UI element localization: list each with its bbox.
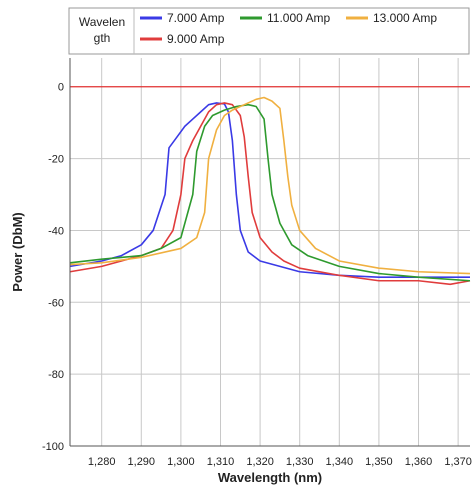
x-tick-label: 1,320: [246, 456, 274, 468]
legend-title-line-2: gth: [94, 31, 111, 45]
plot-background: [70, 58, 470, 446]
grid-lines: [70, 58, 470, 447]
y-tick-labels: 0 -20 -40 -60 -80 -100: [42, 82, 64, 453]
x-tick-label: 1,280: [88, 456, 116, 468]
legend-label: 11.000 Amp: [267, 11, 330, 25]
legend-label: 9.000 Amp: [167, 32, 225, 46]
series-lines: [69, 96, 471, 286]
y-axis-title: Power (DbM): [10, 212, 25, 291]
legend-title-line-1: Wavelen: [79, 15, 125, 29]
legend-label: 7.000 Amp: [167, 11, 225, 25]
y-tick-label: -40: [48, 225, 64, 237]
y-tick-label: -80: [48, 369, 64, 381]
y-tick-label: -100: [42, 441, 64, 453]
series-line-11-000-amp: [69, 103, 471, 282]
legend: Wavelen gth 7.000 Amp 11.000 Amp 13.000 Am…: [68, 7, 470, 55]
x-tick-labels: 1,280 1,290 1,300 1,310 1,320 1,330 1,340 1,350…: [88, 456, 472, 468]
series-line-13-000-amp: [69, 96, 471, 275]
x-tick-label: 1,330: [286, 456, 314, 468]
x-tick-label: 1,360: [405, 456, 433, 468]
x-tick-label: 1,340: [326, 456, 354, 468]
x-axis-title: Wavelength (nm): [218, 470, 322, 485]
x-tick-label: 1,370: [444, 456, 472, 468]
series-line-9-000-amp: [69, 102, 471, 286]
y-tick-label: -60: [48, 297, 64, 309]
legend-label: 13.000 Amp: [373, 11, 437, 25]
y-tick-label: -20: [48, 154, 64, 166]
x-tick-label: 1,310: [207, 456, 235, 468]
legend-box: [68, 7, 470, 55]
legend-items: 7.000 Amp 11.000 Amp 13.000 Amp 9.000 Amp: [140, 11, 437, 46]
x-tick-label: 1,350: [365, 456, 393, 468]
x-tick-label: 1,290: [128, 456, 156, 468]
y-tick-label: 0: [58, 82, 64, 94]
x-tick-label: 1,300: [167, 456, 195, 468]
axes: [69, 58, 470, 447]
